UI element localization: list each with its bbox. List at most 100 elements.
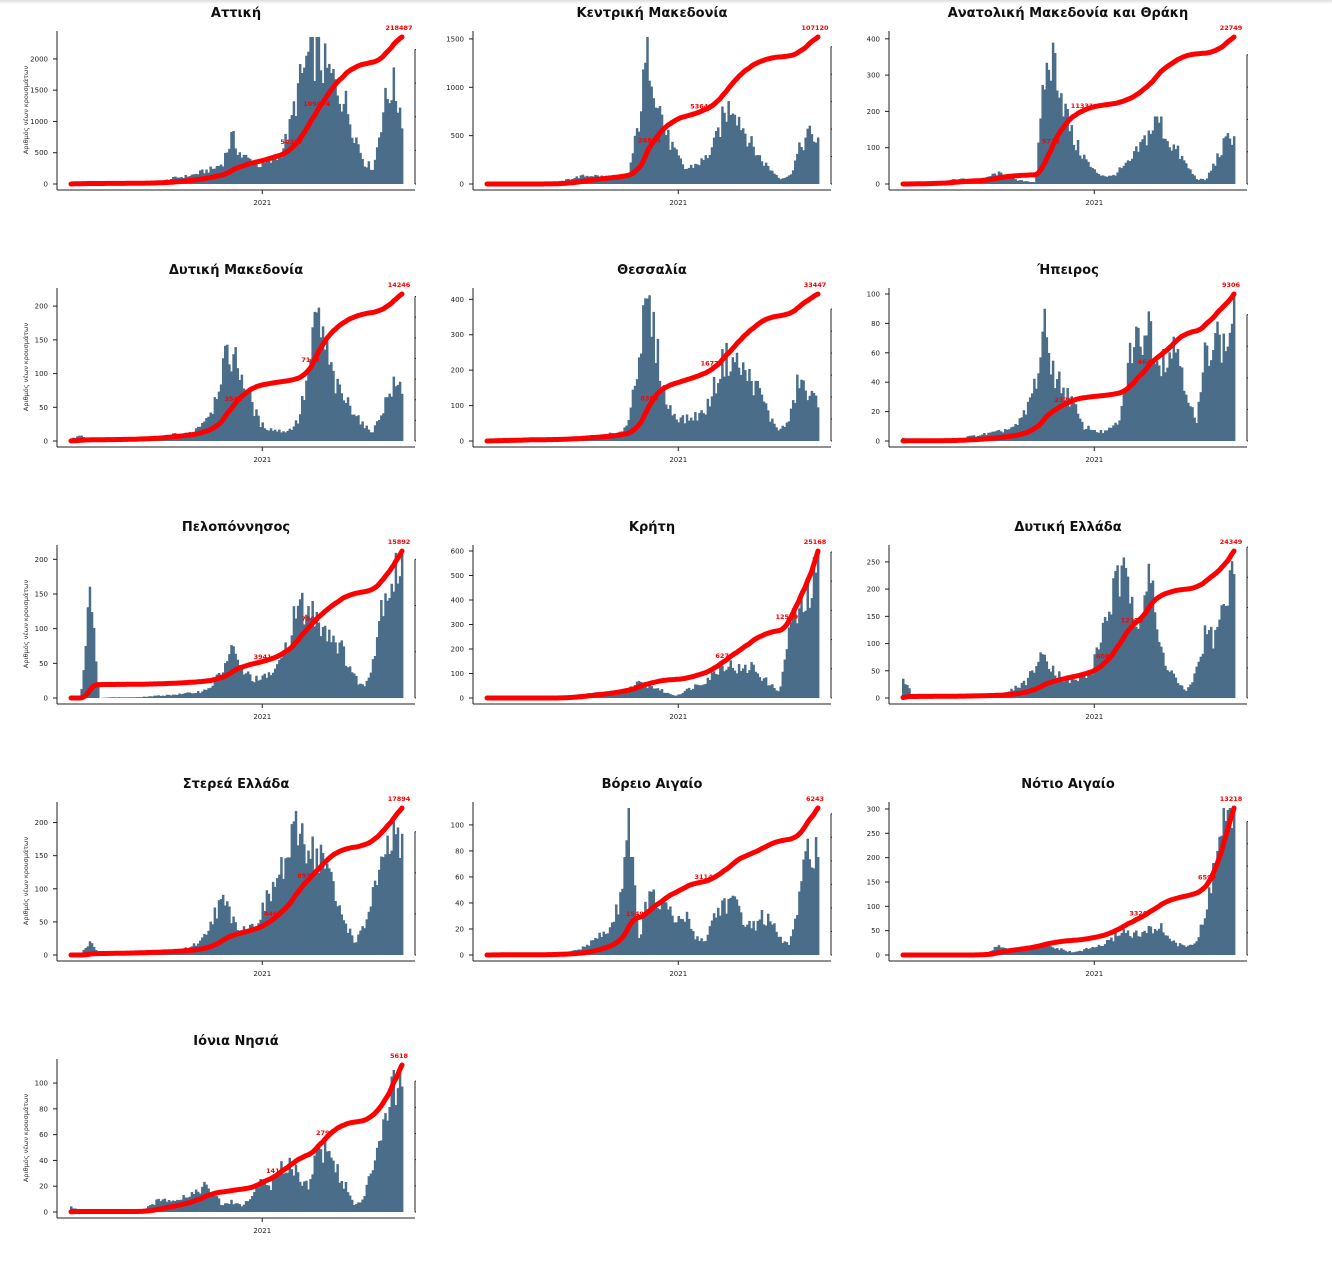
left-axis-tick-label: 150	[35, 852, 48, 860]
total-cases-label: 107120	[801, 24, 829, 32]
chart-svg: 2326464193060204060801002021020004000600…	[832, 257, 1248, 514]
left-axis-tick-label: 200	[451, 367, 464, 375]
cumulative-mark-label: 8937	[297, 872, 315, 880]
left-axis-tick-label: 200	[35, 556, 48, 564]
left-axis-tick-label: 300	[867, 72, 880, 80]
daily-cases-bar	[401, 1087, 403, 1212]
cumulative-mark-label: 3541	[224, 395, 243, 403]
cumulative-mark-label: 4641	[1138, 358, 1157, 366]
chart-svg: 3941780115892050100150200202105000100001…	[0, 514, 416, 771]
chart-svg: 8303167723344701002003004002021050001500…	[416, 257, 832, 514]
left-axis-tick-label: 500	[35, 149, 48, 157]
total-cases-label: 6243	[806, 795, 824, 803]
daily-cases-bar	[1233, 813, 1235, 956]
chart-svg: 1549311462430204060801002021010002000300…	[416, 771, 832, 1028]
left-axis-tick-label: 1000	[30, 118, 48, 126]
cumulative-mark-label: 3320	[1129, 910, 1148, 918]
left-axis-tick-label: 1000	[446, 84, 464, 92]
cumulative-mark-label: 3114	[695, 873, 714, 881]
left-axis-tick-label: 200	[451, 646, 464, 654]
chart-svg: 5433710907421848705001000150020002021050…	[0, 0, 416, 257]
cumulative-cases-line	[903, 551, 1234, 698]
left-axis-tick-label: 400	[867, 35, 880, 43]
cumulative-mark-label: 7113	[301, 356, 319, 364]
left-axis-tick-label: 100	[35, 625, 48, 633]
x-axis-tick-label: 2021	[253, 199, 271, 207]
cumulative-cases-line	[487, 551, 818, 698]
left-axis-tick-label: 0	[44, 952, 48, 960]
left-axis-tick-label: 300	[867, 805, 880, 813]
left-axis-tick-label: 100	[35, 1080, 48, 1088]
x-axis-tick-label: 2021	[669, 970, 687, 978]
chart-svg: 3320659913218050100150200250300202102000…	[832, 771, 1248, 1028]
left-axis-tick-label: 100	[35, 370, 48, 378]
cumulative-mark-label: 54337	[280, 138, 303, 146]
left-axis-tick-label: 200	[867, 586, 880, 594]
daily-cases-bar	[1233, 295, 1235, 441]
x-axis-tick-label: 2021	[1085, 456, 1103, 464]
cumulative-mark-label: 8303	[640, 394, 658, 402]
chart-svg: 5712113312274901002003004002021050001000…	[832, 0, 1248, 257]
left-axis-tick-label: 2000	[30, 55, 48, 63]
cumulative-mark-label: 7801	[301, 615, 320, 623]
left-axis-tick-label: 50	[39, 404, 48, 412]
daily-cases-bar	[1233, 574, 1235, 698]
left-axis-tick-label: 200	[867, 108, 880, 116]
x-axis-tick-label: 2021	[669, 713, 687, 721]
left-axis-tick-label: 50	[39, 660, 48, 668]
total-cases-label: 9306	[1222, 281, 1241, 289]
left-axis-tick-label: 100	[451, 402, 464, 410]
daily-cases-bar	[817, 857, 819, 955]
left-axis-tick-label: 250	[867, 830, 880, 838]
total-cases-label: 5618	[390, 1052, 409, 1060]
cumulative-mark-label: 6087	[1096, 653, 1114, 661]
chart-svg: 3541711314246050100150200202102000600010…	[0, 257, 416, 514]
left-axis-tick-label: 20	[455, 925, 464, 933]
left-axis-tick-label: 40	[455, 899, 464, 907]
left-axis-tick-label: 0	[44, 695, 48, 703]
daily-cases-bar	[817, 407, 819, 441]
y-axis-label: Αριθμός νέων κρουσμάτων	[22, 1094, 30, 1183]
chart-svg: 1412279956180204060801002021010002000300…	[0, 1028, 416, 1285]
chart-svg: 6276125892516801002003004005006002021050…	[416, 514, 832, 771]
left-axis-tick-label: 250	[867, 558, 880, 566]
left-axis-tick-label: 0	[44, 1209, 48, 1217]
x-axis-tick-label: 2021	[253, 970, 271, 978]
left-axis-tick-label: 150	[867, 613, 880, 621]
left-axis-tick-label: 100	[35, 885, 48, 893]
left-axis-tick-label: 60	[455, 873, 464, 881]
left-axis-tick-label: 40	[871, 379, 880, 387]
total-cases-label: 14246	[388, 281, 411, 289]
total-cases-label: 25168	[804, 538, 827, 546]
y-axis-label: Αριθμός νέων κρουσμάτων	[22, 66, 30, 155]
left-axis-tick-label: 200	[867, 854, 880, 862]
left-axis-tick-label: 60	[871, 349, 880, 357]
x-axis-tick-label: 2021	[253, 456, 271, 464]
daily-cases-bar	[401, 554, 403, 698]
cumulative-mark-label: 1412	[266, 1167, 284, 1175]
region-chart-panel: Ιόνια Νησιά14122799561802040608010020210…	[0, 1028, 416, 1285]
cumulative-mark-label: 53641	[690, 102, 713, 110]
x-axis-tick-label: 2021	[669, 456, 687, 464]
left-axis-tick-label: 50	[39, 918, 48, 926]
left-axis-tick-label: 100	[451, 670, 464, 678]
left-axis-tick-label: 50	[871, 927, 880, 935]
daily-cases-bar	[401, 834, 403, 955]
left-axis-tick-label: 0	[876, 695, 880, 703]
left-axis-tick-label: 100	[867, 291, 880, 299]
total-cases-label: 22749	[1220, 24, 1243, 32]
daily-cases-bar	[817, 552, 819, 698]
left-axis-tick-label: 80	[871, 320, 880, 328]
cumulative-mark-label: 2326	[1054, 396, 1073, 404]
left-axis-tick-label: 1500	[446, 35, 464, 43]
cumulative-mark-label: 6599	[1198, 873, 1217, 881]
y-axis-label: Αριθμός νέων κρουσμάτων	[22, 837, 30, 926]
left-axis-tick-label: 600	[451, 548, 464, 556]
cumulative-mark-label: 26865	[638, 136, 661, 144]
